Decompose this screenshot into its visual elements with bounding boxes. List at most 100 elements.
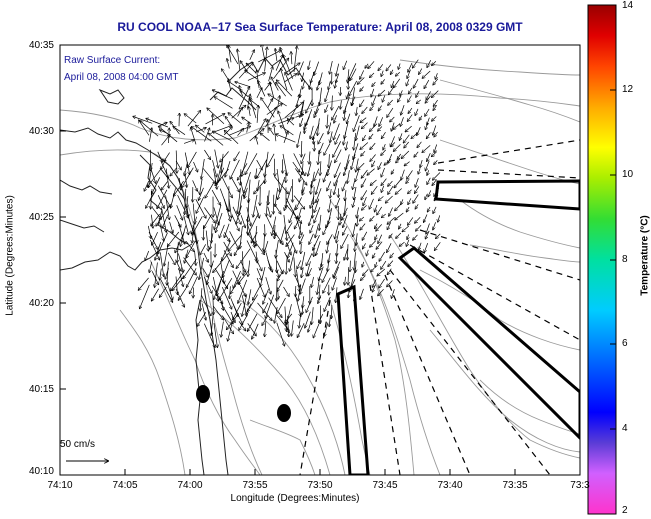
current-vector	[369, 198, 374, 209]
current-vector	[210, 233, 214, 249]
current-vector	[425, 194, 427, 200]
current-vector	[273, 230, 283, 245]
current-vector	[240, 260, 246, 272]
current-vector	[297, 260, 302, 268]
current-vector	[302, 163, 303, 174]
station-marker-east	[277, 404, 291, 422]
current-vector	[223, 232, 229, 241]
current-vector	[413, 234, 418, 240]
current-vector	[244, 171, 251, 193]
current-vector	[246, 63, 257, 74]
current-vector	[379, 278, 385, 288]
current-vector	[150, 169, 156, 184]
current-vector	[418, 168, 420, 174]
current-vector	[347, 244, 348, 260]
current-vector	[214, 278, 222, 300]
current-vector	[345, 276, 346, 285]
current-vector	[433, 99, 438, 106]
current-vector	[433, 125, 437, 136]
colorbar-tick-label: 12	[622, 84, 634, 95]
y-axis-label: Latitude (Degrees:Minutes)	[4, 195, 16, 316]
current-vector	[371, 88, 375, 97]
current-vector	[424, 242, 429, 252]
current-vector	[281, 69, 288, 91]
current-vector	[216, 212, 223, 232]
current-vector	[209, 133, 224, 146]
current-vector	[361, 169, 368, 178]
current-vector	[174, 180, 184, 196]
current-vector	[378, 162, 382, 169]
current-vector	[302, 72, 304, 82]
current-vector	[417, 99, 422, 104]
current-vector	[183, 140, 194, 144]
current-vector	[264, 240, 269, 253]
current-vector	[238, 163, 248, 180]
current-vector	[398, 63, 400, 70]
current-vector	[342, 207, 348, 220]
current-vector	[228, 234, 243, 251]
current-vector	[223, 250, 233, 267]
current-vector	[379, 117, 384, 126]
current-vector	[256, 88, 262, 99]
current-vector	[370, 179, 377, 185]
current-vector	[391, 80, 395, 88]
current-vector	[327, 234, 333, 244]
current-vector	[253, 194, 258, 217]
current-vector	[267, 99, 273, 109]
current-vector	[203, 323, 215, 348]
current-vector	[424, 214, 428, 223]
x-tick-label: 73:40	[437, 480, 463, 491]
current-vector	[340, 100, 341, 109]
current-vector	[204, 214, 212, 229]
current-vector	[227, 59, 230, 69]
current-vector	[286, 242, 292, 255]
current-vector	[413, 194, 419, 203]
current-vector	[214, 204, 222, 229]
current-vector	[366, 249, 368, 256]
current-vector	[377, 206, 382, 215]
current-vector	[149, 261, 153, 273]
current-vector	[353, 198, 356, 208]
current-vector	[386, 195, 393, 203]
colorbar-tick-label: 8	[622, 254, 628, 265]
current-vector	[277, 269, 285, 281]
current-vector	[360, 70, 365, 79]
current-vector	[295, 115, 304, 118]
current-vector	[351, 270, 356, 287]
current-vector	[187, 268, 197, 287]
current-vector	[327, 114, 328, 128]
x-tick-label: 74:05	[112, 480, 138, 491]
y-tick-label: 40:35	[28, 40, 54, 51]
current-vector	[160, 268, 162, 280]
current-vector	[362, 261, 364, 267]
current-vector	[396, 158, 401, 163]
current-vector	[375, 261, 377, 267]
current-vector	[240, 181, 244, 196]
current-vector	[296, 197, 302, 209]
current-vector	[268, 190, 269, 204]
current-vector	[370, 123, 378, 132]
current-vector	[151, 188, 152, 209]
current-vector	[227, 45, 239, 65]
current-vector	[343, 131, 347, 145]
current-vector	[371, 267, 375, 272]
current-vector	[242, 294, 248, 316]
current-vector	[140, 284, 150, 309]
current-vector	[285, 73, 293, 91]
current-vector	[213, 323, 217, 347]
current-vector	[310, 125, 314, 139]
current-vector	[295, 294, 300, 316]
current-vector	[269, 128, 275, 135]
current-vector	[205, 114, 225, 125]
current-vector	[308, 322, 312, 332]
current-vector	[233, 270, 241, 288]
current-vector	[362, 106, 368, 113]
current-vector	[354, 186, 357, 199]
current-vector	[300, 278, 306, 295]
y-tick-label: 40:30	[28, 126, 54, 137]
current-vector	[324, 143, 331, 155]
current-vector	[155, 262, 158, 288]
current-vector	[212, 277, 218, 301]
current-vector	[362, 205, 367, 210]
current-vector	[249, 50, 255, 61]
